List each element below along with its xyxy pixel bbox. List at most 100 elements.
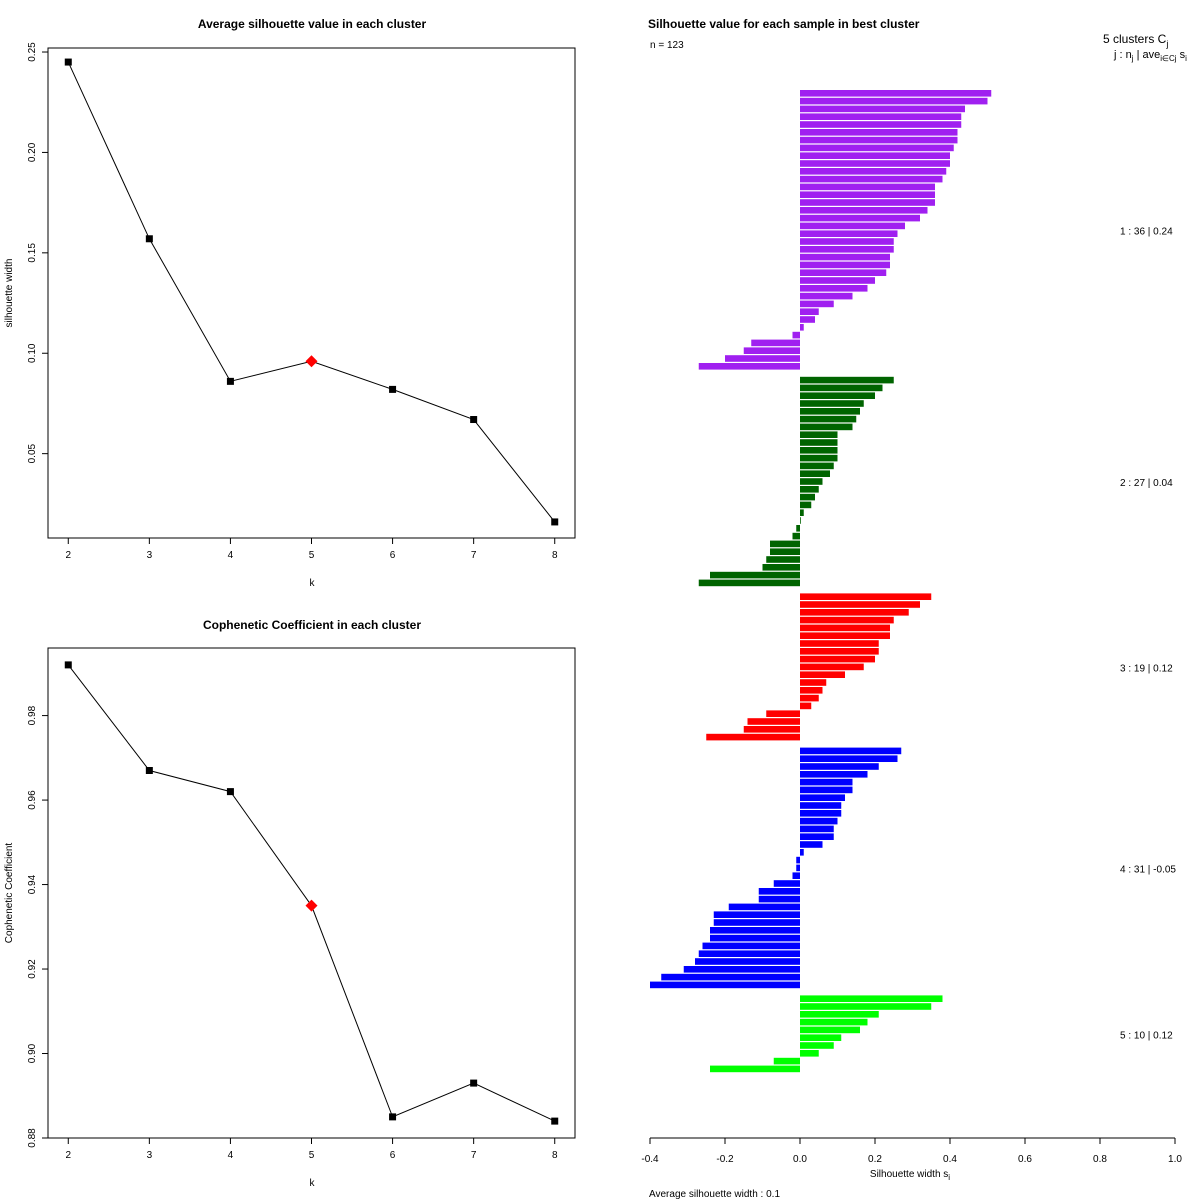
clusters-header-sub: j: [1165, 39, 1168, 49]
silhouette-bar: [650, 981, 800, 989]
x-tick-label: 0.6: [1018, 1154, 1032, 1165]
silhouette-bar: [800, 439, 838, 446]
silhouette-bar: [800, 97, 988, 105]
silhouette-bar: [800, 423, 853, 431]
silhouette-bar: [800, 400, 864, 407]
silhouette-bar: [800, 1003, 932, 1010]
silhouette-bar: [800, 175, 943, 183]
silhouette-bar: [800, 415, 857, 423]
silhouette-bar: [800, 841, 823, 848]
silhouette-bar: [800, 324, 804, 331]
silhouette-bar: [800, 1050, 819, 1057]
silhouette-bar: [800, 616, 894, 624]
silhouette-bar: [800, 285, 868, 292]
data-point: [64, 661, 72, 669]
x-tick-label: -0.2: [716, 1154, 734, 1165]
silhouette-bar: [800, 1011, 879, 1018]
cluster-labels: 1 : 36 | 0.24 2 : 27 | 0.04 3 : 19 | 0.12 4…: [1120, 226, 1176, 1041]
silhouette-bar: [800, 679, 827, 686]
silhouette-bar: [800, 810, 842, 817]
silhouette-bar: [792, 331, 800, 339]
silhouette-bar: [770, 540, 800, 548]
data-point: [226, 788, 234, 796]
chart-title: Average silhouette value in each cluster: [198, 17, 427, 31]
data-point: [551, 518, 559, 526]
silhouette-bar: [800, 230, 898, 237]
y-axis-label: Cophenetic Coefficient: [4, 843, 15, 944]
data-point: [389, 1113, 397, 1121]
silhouette-bar: [800, 833, 834, 840]
silhouette-bar: [800, 214, 920, 222]
silhouette-bar: [800, 183, 935, 191]
silhouette-bar: [661, 973, 800, 981]
data-point: [226, 377, 234, 385]
silhouette-bar: [713, 911, 800, 918]
cluster-label: 2 : 27 | 0.04: [1120, 478, 1173, 489]
silhouette-bar: [800, 316, 815, 323]
silhouette-bar: [800, 1042, 834, 1049]
silhouette-bar: [698, 579, 800, 587]
highlight-point: [305, 355, 318, 368]
silhouette-bar: [800, 199, 935, 206]
silhouette-bar: [800, 90, 992, 97]
y-ticks: 0.05 0.10 0.15 0.20 0.25: [27, 42, 48, 463]
series-points: [64, 661, 559, 1125]
silhouette-bar: [800, 129, 958, 136]
silhouette-bar: [800, 246, 894, 253]
silhouette-bar: [800, 486, 819, 493]
silhouette-bar: [800, 501, 812, 509]
legend-header-sub-b: i∈Cj: [1160, 54, 1177, 63]
cluster-legend-header: j : nj | avei∈Cj si: [1113, 49, 1187, 63]
silhouette-bar: [800, 454, 838, 462]
y-tick-label: 0.15: [27, 243, 38, 263]
cluster-label: 4 : 31 | -0.05: [1120, 865, 1176, 876]
y-tick-label: 0.94: [27, 874, 38, 894]
y-ticks: 0.88 0.90 0.92 0.94 0.96 0.98: [27, 705, 48, 1148]
silhouette-bar: [800, 160, 950, 167]
silhouette-bar: [710, 1065, 800, 1073]
x-tick-label: 8: [552, 1150, 558, 1161]
x-tick-label: 4: [228, 550, 234, 561]
data-point: [145, 767, 153, 774]
silhouette-bar: [800, 849, 804, 856]
clusters-header: 5 clusters Cj: [1103, 32, 1168, 49]
y-tick-label: 0.25: [27, 42, 38, 62]
silhouette-bars: [650, 90, 992, 1073]
x-tick-label: 5: [309, 1150, 315, 1161]
silhouette-bar: [800, 802, 842, 809]
silhouette-bar: [800, 105, 965, 113]
silhouette-bar: [800, 648, 879, 655]
silhouette-bar: [800, 687, 823, 694]
x-tick-label: 2: [65, 550, 71, 561]
y-tick-label: 0.92: [27, 959, 38, 979]
x-tick-label: 7: [471, 550, 477, 561]
x-tick-label: 5: [309, 550, 315, 561]
silhouette-bar: [800, 509, 804, 516]
data-point: [64, 58, 72, 66]
silhouette-bar: [800, 376, 894, 384]
y-tick-label: 0.05: [27, 443, 38, 463]
silhouette-bar: [796, 525, 800, 532]
data-point: [470, 1079, 478, 1087]
cluster-label: 5 : 10 | 0.12: [1120, 1030, 1173, 1041]
silhouette-bar: [800, 462, 834, 470]
x-axis-label: k: [310, 578, 316, 589]
silhouette-bar: [800, 817, 838, 825]
silhouette-bar: [800, 778, 853, 786]
x-ticks: 2 3 4 5 6 7 8: [65, 538, 558, 561]
silhouette-bar: [800, 624, 890, 632]
silhouette-bar: [800, 238, 894, 245]
x-axis-label-sub: i: [948, 1173, 950, 1182]
silhouette-bar: [800, 384, 883, 392]
silhouette-bar: [800, 593, 932, 600]
x-tick-label: 2: [65, 1150, 71, 1161]
highlight-point: [305, 899, 318, 912]
silhouette-bar: [770, 548, 800, 555]
silhouette-bar: [800, 392, 875, 399]
x-axis-label-text: Silhouette width s: [870, 1169, 948, 1180]
x-tick-label: 3: [147, 1150, 153, 1161]
silhouette-bar: [800, 771, 868, 778]
silhouette-bar: [758, 895, 800, 903]
silhouette-bar: [728, 903, 800, 911]
legend-header-sub-a: j: [1131, 54, 1134, 63]
